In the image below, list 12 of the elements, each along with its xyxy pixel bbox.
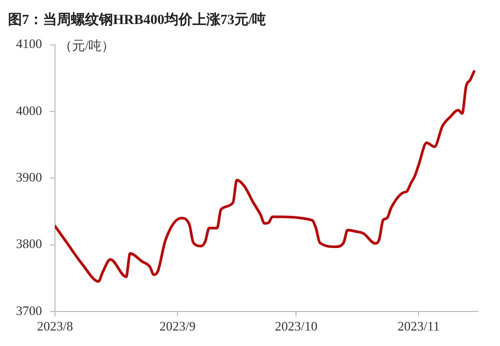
x-tick-label: 2023/11 — [398, 318, 440, 334]
x-tick-label: 2023/10 — [274, 318, 318, 334]
x-tick-label: 2023/8 — [36, 318, 74, 334]
y-tick-label: 3800 — [16, 236, 42, 252]
y-axis-title: （元/吨） — [59, 38, 115, 54]
line-series — [55, 70, 476, 283]
chart-title: 图7：当周螺纹钢HRB400均价上涨73元/吨 — [8, 12, 266, 28]
y-tick-label: 3900 — [16, 170, 42, 185]
y-tick-label: 4000 — [16, 102, 42, 118]
x-tick-label: 2023/9 — [159, 318, 196, 334]
y-tick-label: 3700 — [16, 302, 42, 318]
y-tick-label: 4100 — [16, 36, 42, 52]
